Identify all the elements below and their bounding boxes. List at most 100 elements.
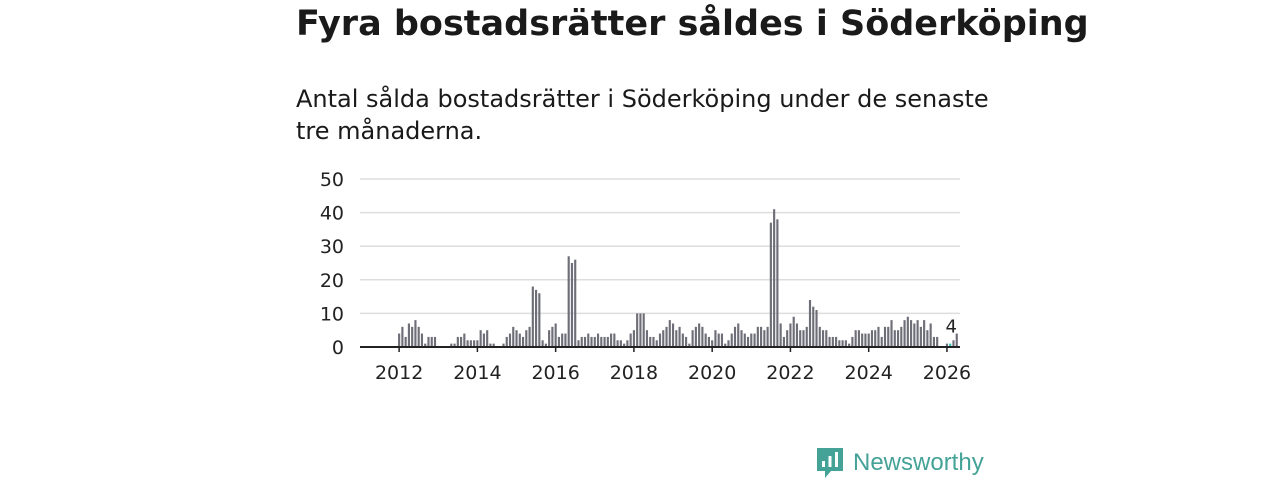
bar <box>756 326 759 347</box>
bar <box>580 336 583 347</box>
bar <box>450 343 453 347</box>
bar <box>753 333 756 347</box>
bar <box>655 340 658 347</box>
bar <box>531 286 534 347</box>
bar <box>610 333 613 347</box>
bar <box>952 340 955 347</box>
bar <box>678 326 681 347</box>
bar <box>896 330 900 347</box>
bar <box>616 340 619 347</box>
bar <box>906 316 909 347</box>
bar <box>688 343 691 347</box>
bar <box>658 333 662 347</box>
bar <box>831 336 834 347</box>
bar <box>469 340 472 347</box>
bar <box>603 336 606 347</box>
bar <box>883 326 887 347</box>
bar <box>606 336 609 347</box>
bar <box>805 326 808 347</box>
bar <box>544 343 547 347</box>
bar <box>561 333 564 347</box>
x-tick-label: 2020 <box>688 362 736 384</box>
bar <box>802 330 805 347</box>
bar <box>698 323 701 347</box>
x-tick-label: 2016 <box>531 362 579 384</box>
bar <box>890 320 893 347</box>
bar <box>864 333 867 347</box>
bar <box>508 333 512 347</box>
bar <box>789 323 792 347</box>
bar <box>652 336 655 347</box>
bar <box>903 320 906 347</box>
bar <box>570 263 574 347</box>
bar <box>887 326 890 347</box>
bar <box>482 333 485 347</box>
bar <box>945 343 949 347</box>
bar <box>877 326 880 347</box>
bar <box>479 330 482 347</box>
bar <box>411 326 414 347</box>
newsworthy-logo[interactable]: Newsworthy <box>815 446 984 480</box>
bar <box>587 333 590 347</box>
bar <box>489 343 492 347</box>
bar <box>932 336 935 347</box>
bar <box>541 340 544 347</box>
bar <box>743 333 746 347</box>
bar <box>590 336 593 347</box>
bar <box>593 336 596 347</box>
newsworthy-icon <box>817 448 843 478</box>
bar <box>799 330 802 347</box>
bar <box>844 340 847 347</box>
y-tick-label: 30 <box>320 236 344 258</box>
bar <box>893 330 896 347</box>
bar <box>740 330 743 347</box>
bar <box>867 333 870 347</box>
bar <box>512 326 515 347</box>
bar <box>417 326 420 347</box>
bar <box>600 336 603 347</box>
bar <box>711 340 714 347</box>
bar <box>870 330 874 347</box>
bar <box>880 336 883 347</box>
bar <box>838 340 841 347</box>
bar <box>639 313 642 347</box>
bar <box>427 336 430 347</box>
bar <box>835 336 838 347</box>
bar <box>456 336 459 347</box>
bars-group <box>398 209 958 347</box>
bar-chart: 0 10 20 30 40 50 2012 2014 2016 2018 2020 2022 2024… <box>320 169 971 384</box>
bar-highlight <box>949 343 952 347</box>
bar <box>505 336 508 347</box>
bar <box>769 222 772 347</box>
bar <box>851 336 854 347</box>
bar <box>919 326 922 347</box>
bar <box>675 330 678 347</box>
bar <box>701 326 704 347</box>
bar <box>900 326 903 347</box>
bar <box>848 343 851 347</box>
bar <box>707 336 710 347</box>
bar <box>694 326 697 347</box>
bar <box>596 333 600 347</box>
bar <box>619 340 622 347</box>
bar <box>623 343 626 347</box>
bar <box>916 320 919 347</box>
bar <box>923 320 926 347</box>
bar <box>874 330 877 347</box>
bar <box>821 330 825 347</box>
bar <box>486 330 489 347</box>
bar <box>792 316 795 347</box>
bar <box>704 333 707 347</box>
bar <box>730 333 733 347</box>
bar <box>665 326 668 347</box>
bar <box>691 330 694 347</box>
bar <box>453 343 456 347</box>
bar <box>926 330 929 347</box>
chart-title: Fyra bostadsrätter såldes i Söderköping <box>296 4 1089 44</box>
bar <box>430 336 433 347</box>
bar <box>645 330 649 347</box>
bar <box>626 340 629 347</box>
bar <box>737 323 740 347</box>
y-tick-label: 20 <box>320 270 344 292</box>
bar <box>808 299 812 347</box>
